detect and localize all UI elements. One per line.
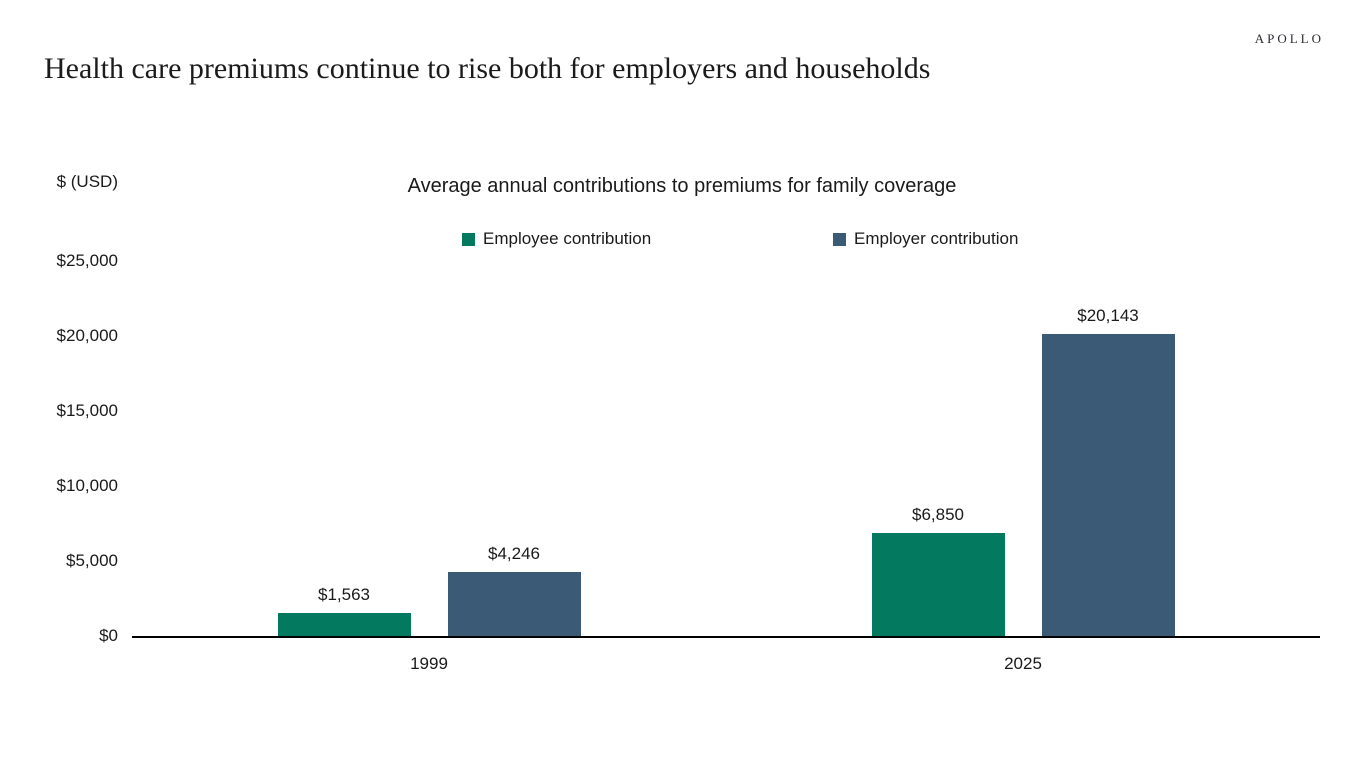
bar-1999-employer — [447, 572, 581, 636]
y-tick-label: $20,000 — [56, 326, 118, 345]
plot-area: $1,563 $4,246 1999 $6,850 $20,143 2025 — [132, 261, 1320, 673]
legend-label: Employee contribution — [483, 229, 652, 248]
legend-label: Employer contribution — [854, 229, 1019, 248]
bar-value-label: $1,563 — [318, 584, 370, 604]
x-category-label: 1999 — [410, 654, 448, 673]
apollo-logo: APOLLO — [1254, 31, 1324, 46]
bar-value-label: $6,850 — [912, 505, 964, 525]
y-tick-label: $5,000 — [66, 551, 118, 570]
y-tick-label: $25,000 — [56, 251, 118, 270]
bar-2025-employee — [871, 533, 1005, 636]
bar-1999-employee — [277, 612, 411, 636]
x-category-label: 2025 — [1004, 654, 1042, 673]
legend-item-employer: Employer contribution — [833, 229, 1018, 249]
legend-swatch-icon — [833, 232, 846, 246]
legend-item-employee: Employee contribution — [462, 229, 651, 249]
legend-swatch-icon — [462, 232, 475, 246]
y-tick-label: $0 — [99, 626, 118, 645]
chart-title: Average annual contributions to premiums… — [407, 175, 957, 197]
y-tick-label: $15,000 — [56, 401, 118, 420]
bar-2025-employer — [1041, 333, 1175, 636]
page-title: Health care premiums continue to rise bo… — [44, 52, 931, 85]
chart-legend: Employee contribution Employer contributi… — [0, 229, 1366, 251]
bar-value-label: $20,143 — [1077, 305, 1139, 325]
y-axis-ticks: $0 $5,000 $10,000 $15,000 $20,000 $25,000 — [0, 251, 118, 645]
y-axis-unit-label: $ (USD) — [56, 172, 118, 191]
y-tick-label: $10,000 — [56, 476, 118, 495]
bar-value-label: $4,246 — [488, 544, 540, 564]
